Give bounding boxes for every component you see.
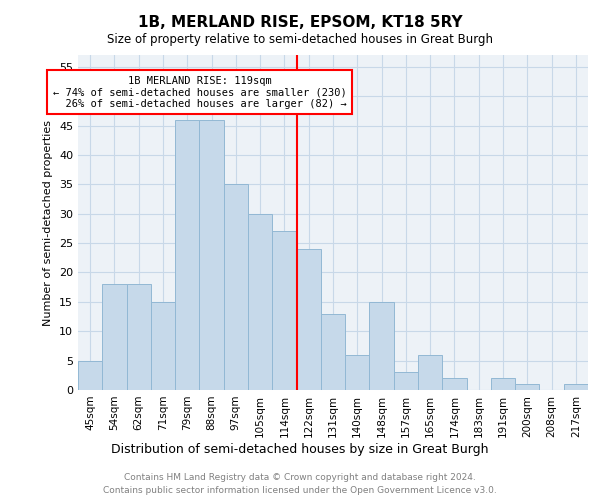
Text: Contains public sector information licensed under the Open Government Licence v3: Contains public sector information licen… bbox=[103, 486, 497, 495]
Bar bbox=[151, 302, 175, 390]
Bar bbox=[345, 354, 370, 390]
Bar bbox=[515, 384, 539, 390]
Bar bbox=[296, 249, 321, 390]
Bar bbox=[394, 372, 418, 390]
Bar bbox=[102, 284, 127, 390]
Bar bbox=[442, 378, 467, 390]
Text: 1B MERLAND RISE: 119sqm
← 74% of semi-detached houses are smaller (230)
  26% of: 1B MERLAND RISE: 119sqm ← 74% of semi-de… bbox=[53, 76, 346, 109]
Bar bbox=[491, 378, 515, 390]
Bar bbox=[272, 232, 296, 390]
Bar bbox=[199, 120, 224, 390]
Text: Contains HM Land Registry data © Crown copyright and database right 2024.: Contains HM Land Registry data © Crown c… bbox=[124, 472, 476, 482]
Text: 1B, MERLAND RISE, EPSOM, KT18 5RY: 1B, MERLAND RISE, EPSOM, KT18 5RY bbox=[137, 15, 463, 30]
Bar bbox=[224, 184, 248, 390]
Bar bbox=[418, 354, 442, 390]
Bar bbox=[175, 120, 199, 390]
Text: Distribution of semi-detached houses by size in Great Burgh: Distribution of semi-detached houses by … bbox=[111, 442, 489, 456]
Y-axis label: Number of semi-detached properties: Number of semi-detached properties bbox=[43, 120, 53, 326]
Bar bbox=[321, 314, 345, 390]
Bar bbox=[564, 384, 588, 390]
Bar bbox=[248, 214, 272, 390]
Text: Size of property relative to semi-detached houses in Great Burgh: Size of property relative to semi-detach… bbox=[107, 32, 493, 46]
Bar bbox=[127, 284, 151, 390]
Bar bbox=[370, 302, 394, 390]
Bar bbox=[78, 360, 102, 390]
